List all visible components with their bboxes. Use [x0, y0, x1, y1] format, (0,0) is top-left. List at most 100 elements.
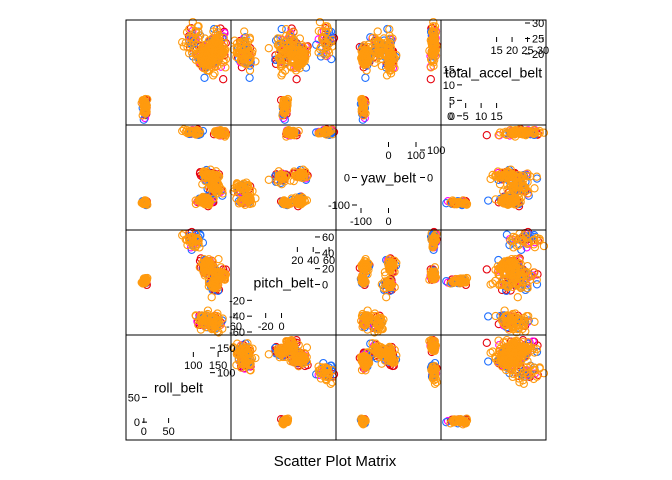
data-point [187, 48, 197, 57]
data-point [319, 369, 328, 378]
data-point [280, 352, 290, 362]
data-point [198, 180, 207, 189]
data-point [215, 127, 225, 136]
data-point [195, 59, 204, 68]
data-point [264, 350, 273, 359]
data-point [286, 176, 295, 185]
data-point [193, 22, 202, 31]
data-point [188, 17, 197, 27]
data-point [482, 338, 491, 347]
data-point [324, 369, 334, 379]
data-point [221, 63, 230, 72]
data-point [240, 180, 250, 189]
data-point [207, 39, 217, 48]
data-point [209, 71, 218, 80]
data-point [245, 361, 254, 370]
data-point [195, 31, 204, 40]
data-point [279, 173, 288, 182]
data-point [210, 35, 219, 44]
data-point [232, 349, 242, 359]
data-point [293, 195, 303, 204]
data-point [232, 360, 241, 370]
data-point [484, 312, 493, 321]
data-point [324, 127, 334, 137]
data-point [319, 127, 328, 137]
data-point [206, 48, 215, 58]
data-point [280, 200, 289, 209]
data-point [140, 107, 149, 116]
data-point [382, 293, 391, 302]
data-point [302, 343, 312, 352]
data-point [141, 277, 150, 286]
data-point [290, 341, 299, 351]
panel-points [442, 335, 549, 429]
data-point [245, 347, 255, 356]
panel-points [442, 227, 549, 337]
data-point [276, 347, 286, 356]
data-point [187, 127, 197, 137]
data-point [482, 265, 491, 274]
data-point [211, 325, 220, 334]
data-point [240, 359, 250, 368]
data-point [204, 66, 214, 75]
data-point [277, 24, 286, 34]
data-point [373, 27, 382, 36]
data-point [264, 44, 273, 53]
data-point [212, 37, 221, 46]
data-point [198, 44, 207, 53]
panel-points [229, 335, 339, 429]
data-point [187, 232, 197, 242]
data-point [289, 356, 298, 365]
panel-points [355, 17, 441, 124]
data-point [207, 181, 217, 190]
data-point [491, 311, 500, 321]
data-point [209, 27, 218, 36]
data-point [215, 267, 225, 276]
data-point [188, 35, 197, 44]
panel-points [229, 125, 339, 211]
data-point [295, 197, 305, 206]
data-point [182, 125, 192, 135]
panel-points [229, 17, 339, 124]
data-point [191, 49, 201, 58]
data-point [243, 339, 252, 348]
panel-points [355, 335, 441, 429]
data-point [482, 131, 491, 140]
data-point [214, 254, 223, 264]
data-point [204, 276, 214, 286]
data-point [196, 312, 205, 321]
data-point [210, 311, 219, 321]
data-point [290, 127, 299, 136]
data-point [200, 73, 209, 82]
panel-points [137, 17, 231, 124]
data-point [243, 189, 252, 198]
data-point [200, 195, 209, 205]
data-point [484, 196, 493, 205]
data-point [292, 75, 301, 84]
data-point [141, 105, 150, 114]
data-point [178, 38, 187, 47]
data-point [212, 58, 221, 67]
data-point [232, 346, 241, 355]
data-point [207, 293, 216, 302]
data-point [218, 42, 227, 51]
data-point [218, 189, 227, 198]
data-point [280, 171, 290, 180]
data-point [295, 356, 304, 366]
panel-points [137, 125, 231, 211]
data-point [181, 38, 190, 47]
data-point [195, 127, 204, 136]
data-point [214, 47, 223, 57]
data-point [211, 128, 220, 137]
data-point [200, 262, 210, 271]
data-points [137, 17, 549, 429]
data-point [361, 73, 370, 82]
data-point [295, 173, 304, 182]
data-point [282, 197, 292, 207]
data-point [219, 75, 228, 84]
data-point [183, 240, 192, 250]
data-point [202, 258, 211, 267]
data-point [211, 48, 220, 57]
panel-points [355, 227, 441, 337]
